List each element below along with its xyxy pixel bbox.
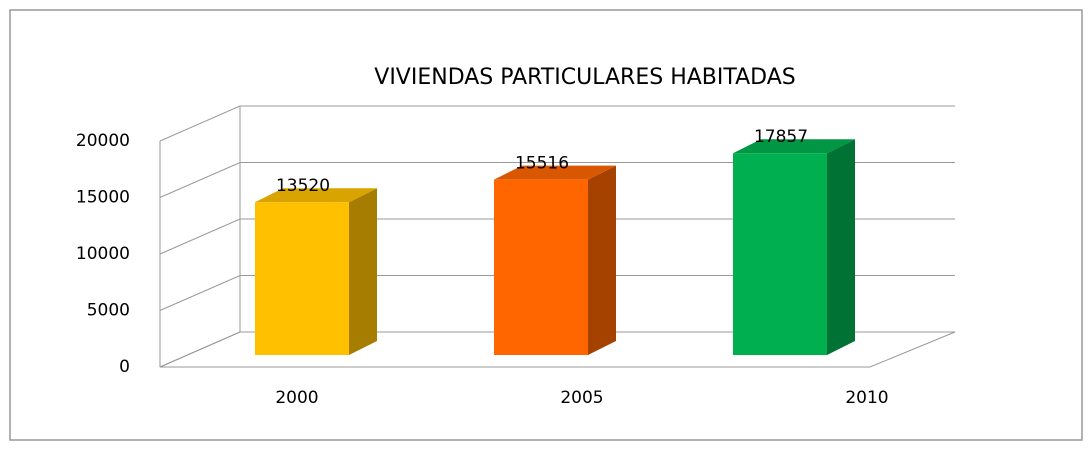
data-label: 13520 [276,176,330,196]
grid-line [159,331,955,368]
grid-line [159,105,955,142]
bar-side [588,165,616,355]
bar-top [733,139,855,154]
data-label: 15516 [515,154,569,174]
grid-line [159,218,955,255]
y-tick-label: 10000 [76,244,130,264]
x-tick-label: 2010 [845,388,888,408]
bar [255,202,349,355]
x-tick-label: 2000 [275,388,318,408]
data-label: 17857 [754,127,808,147]
bar [733,153,827,355]
grid-line [159,275,955,311]
bar-side [349,188,377,355]
y-tick-label: 20000 [76,131,130,151]
bar [494,179,588,355]
chart-title: VIVIENDAS PARTICULARES HABITADAS [374,65,795,90]
y-tick-label: 5000 [87,301,130,321]
y-tick-label: 0 [119,357,130,377]
bar-top [494,165,616,180]
grid-line [159,162,955,198]
bar-side [827,139,855,355]
x-tick-label: 2005 [560,388,603,408]
y-tick-label: 15000 [76,188,130,208]
bar-top [255,188,377,203]
